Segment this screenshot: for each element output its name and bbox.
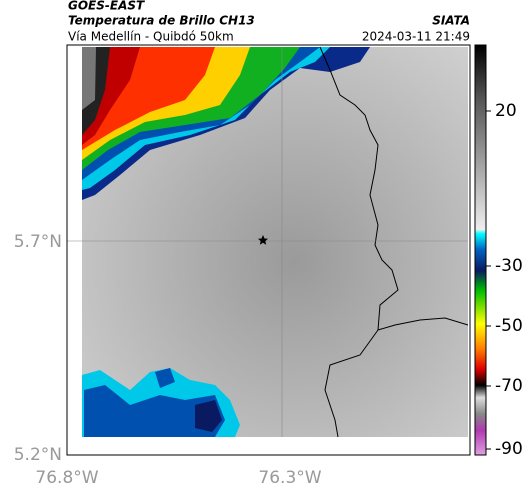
colorbar-label: -90 <box>495 439 523 459</box>
source: SIATA <box>432 14 470 28</box>
colorbar-label: -30 <box>495 256 523 276</box>
colorbar-label: 20 <box>495 101 517 121</box>
region: Vía Medellín - Quibdó 50km <box>68 30 234 44</box>
colorbar-label: -70 <box>495 376 523 396</box>
product: Temperatura de Brillo CH13 <box>68 14 255 28</box>
lon-label: 76.3°W <box>258 468 321 488</box>
lon-label: 76.8°W <box>35 468 98 488</box>
satellite: GOES-EAST <box>68 0 145 13</box>
lat-label: 5.7°N <box>14 232 62 252</box>
map <box>66 44 471 456</box>
timestamp: 2024-03-11 21:49 <box>362 30 470 44</box>
colorbar-label: -50 <box>495 316 523 336</box>
lat-label: 5.2°N <box>14 445 62 465</box>
colorbar: 20 -30 -50 -70 -90 <box>474 44 523 459</box>
